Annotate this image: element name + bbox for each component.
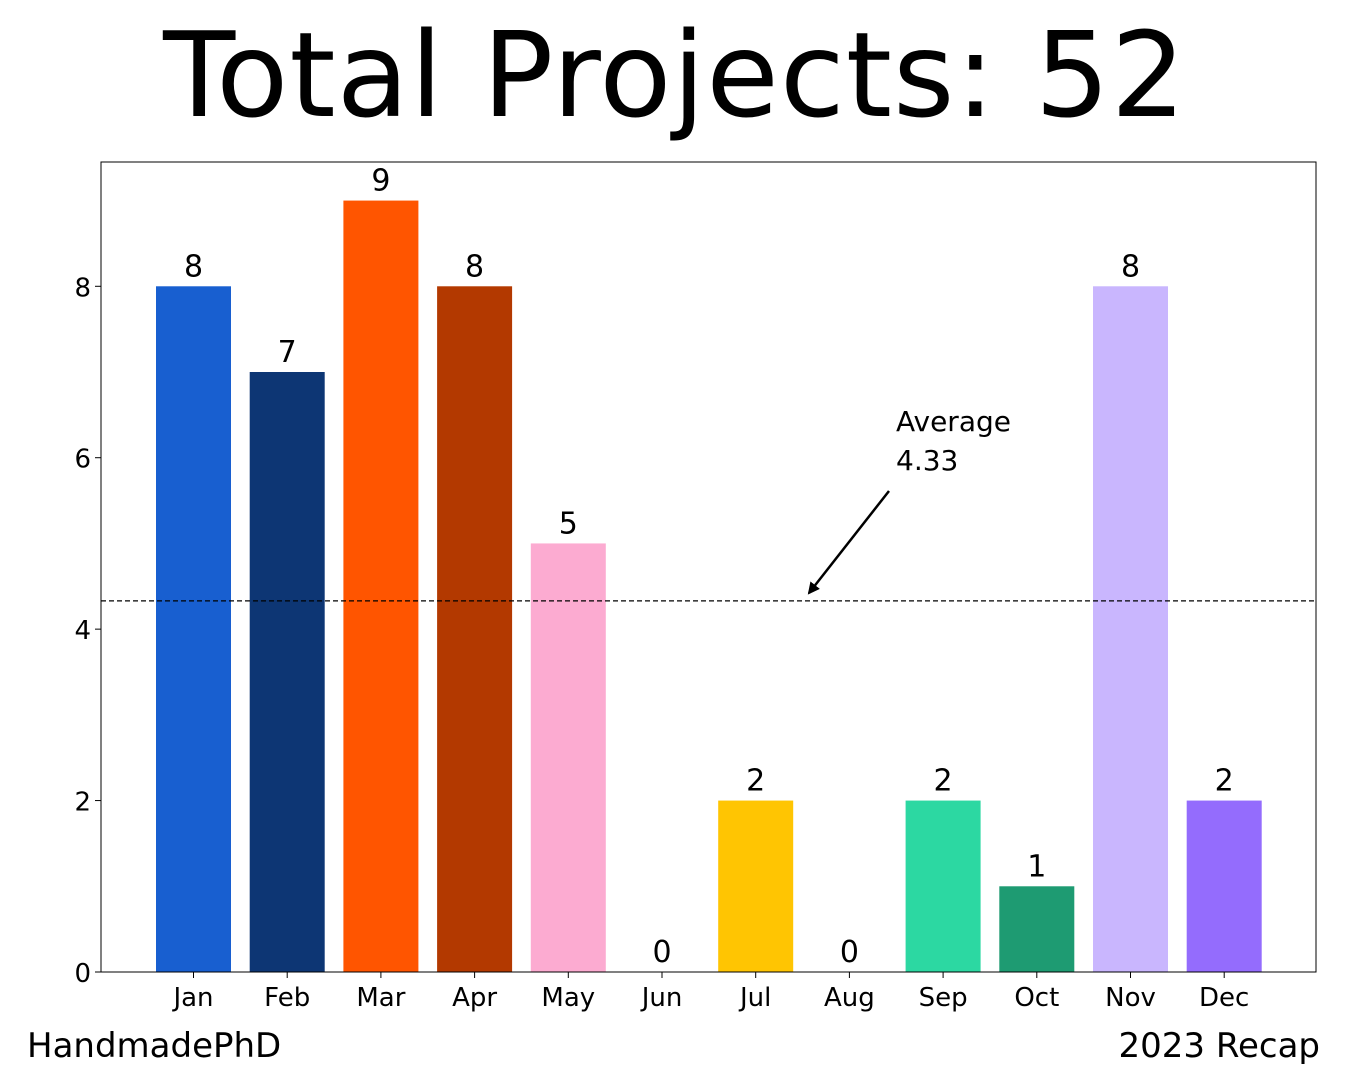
x-tick-label-jul: Jul — [738, 983, 771, 1013]
bar-oct — [999, 886, 1075, 972]
bar-value-label-sep: 2 — [934, 764, 953, 799]
bar-value-label-mar: 9 — [371, 164, 390, 199]
average-annotation-value: 4.33 — [896, 444, 958, 477]
chart-title: Total Projects: 52 — [163, 6, 1187, 144]
bar-value-label-aug: 0 — [840, 935, 859, 970]
footer-brand-text: HandmadePhD — [27, 1026, 282, 1066]
axis-layer: Jan Feb Mar Apr May Jun Jul Aug Sep Oct Nov Dec 0 2 4 6… — [74, 273, 1249, 1013]
y-tick-label-0: 0 — [74, 959, 91, 989]
y-tick-label-8: 8 — [74, 273, 91, 303]
bar-sep — [905, 800, 981, 972]
bars-layer — [156, 200, 1262, 972]
bar-value-label-nov: 8 — [1121, 249, 1140, 284]
x-tick-label-jan: Jan — [171, 983, 213, 1013]
x-tick-label-jun: Jun — [640, 983, 683, 1013]
x-tick-label-sep: Sep — [919, 983, 968, 1013]
x-tick-label-mar: Mar — [356, 983, 405, 1013]
bar-value-label-jan: 8 — [184, 249, 203, 284]
x-tick-label-oct: Oct — [1014, 983, 1059, 1013]
bar-may — [530, 543, 606, 972]
average-arrow — [807, 490, 890, 595]
y-tick-label-6: 6 — [74, 445, 91, 475]
x-tick-label-dec: Dec — [1199, 983, 1249, 1013]
bar-jan — [156, 286, 231, 972]
bar-value-label-apr: 8 — [465, 249, 484, 284]
bar-value-label-dec: 2 — [1215, 764, 1234, 799]
bar-value-label-oct: 1 — [1027, 849, 1046, 884]
bar-jul — [718, 800, 794, 972]
bar-feb — [249, 372, 325, 972]
average-annotation-label: Average — [896, 405, 1011, 438]
y-tick-label-4: 4 — [74, 616, 91, 646]
x-tick-label-aug: Aug — [824, 983, 875, 1013]
bar-apr — [437, 286, 513, 972]
labels-layer: 8 7 9 8 5 0 2 0 2 1 8 2 Average 4.33 — [184, 164, 1234, 970]
bar-value-label-jun: 0 — [652, 935, 671, 970]
plot-frame — [100, 161, 1317, 973]
x-tick-label-apr: Apr — [452, 983, 497, 1013]
bar-dec — [1186, 800, 1262, 972]
x-tick-label-feb: Feb — [264, 983, 310, 1013]
x-tick-label-nov: Nov — [1105, 983, 1156, 1013]
bar-value-label-feb: 7 — [278, 335, 297, 370]
bar-value-label-may: 5 — [559, 506, 578, 541]
y-tick-label-2: 2 — [74, 788, 91, 818]
bar-mar — [343, 200, 419, 972]
average-layer — [101, 490, 1316, 602]
bar-nov — [1093, 286, 1168, 972]
bar-value-label-jul: 2 — [746, 764, 765, 799]
footer-recap-text: 2023 Recap — [1118, 1026, 1320, 1066]
x-tick-label-may: May — [541, 983, 595, 1013]
